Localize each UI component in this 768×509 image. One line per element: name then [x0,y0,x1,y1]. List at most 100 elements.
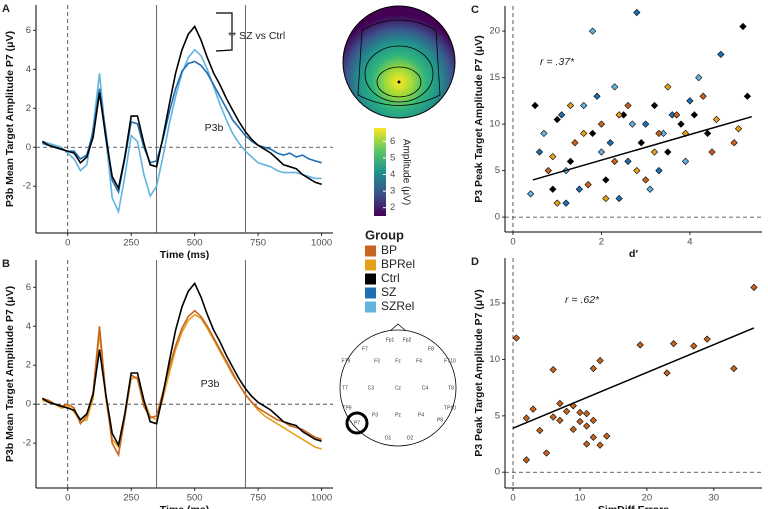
y-tick-label: 6 [26,282,31,293]
colorbar-title: Amplitude (μV) [400,139,411,205]
point [535,148,544,156]
erp-line [42,313,322,450]
point [615,194,623,203]
electrode-label: P7 [354,420,360,426]
point [527,190,535,198]
fit-line [512,327,755,429]
electrode-label: C3 [368,385,375,391]
legend-swatch [365,273,376,285]
point [566,157,575,165]
point [750,283,758,291]
x-tick-label: 1000 [311,493,332,504]
point [588,27,597,35]
y-tick-label: 5 [495,165,500,176]
point [695,73,703,82]
point [637,139,645,147]
legend-label: SZRel [381,299,414,313]
point [611,83,619,91]
point [628,120,637,128]
y-tick-label: 0 [26,142,31,153]
point [642,176,650,184]
y-tick-label: 0 [26,399,31,410]
point [739,22,747,31]
electrode-label: T8 [448,385,454,391]
point [602,176,610,184]
point [743,92,752,100]
x-tick-label: 0 [510,493,515,504]
point [681,157,690,165]
x-tick-label: 20 [642,493,653,504]
significance-bracket [215,12,233,52]
point [642,120,650,128]
point [712,115,721,124]
point [655,166,663,175]
point [708,148,716,156]
point [529,405,537,413]
point [549,365,557,374]
electrode-label: FT9 [342,358,351,364]
point [690,342,698,350]
point [650,148,659,156]
annotation: P3b [201,378,220,390]
point [730,139,738,147]
point [540,129,548,138]
point [562,407,571,415]
point [575,185,583,193]
point [677,120,685,128]
electrode-label: Fz [395,358,401,364]
point [615,111,623,119]
point [624,101,632,110]
y-tick-label: 15 [489,298,500,309]
electrode-label: P4 [418,412,424,418]
x-tick-label: 750 [250,493,266,504]
point [603,432,611,440]
electrode-label: TP10 [444,405,456,411]
point [596,441,604,449]
x-axis-label: d′ [629,248,638,260]
x-tick-label: 0 [65,493,70,504]
highlight-electrode [345,411,369,435]
point [670,340,678,348]
x-axis-label: Time (ms) [160,249,209,261]
point [593,92,601,100]
point [589,433,597,441]
erp-line [42,60,322,195]
x-tick-label: 4 [687,237,692,248]
annotation: P3b [205,122,224,134]
electrode-label: Fp2 [403,337,412,343]
legend-swatch [365,245,376,257]
erp-line [41,281,322,448]
point [717,50,725,58]
point [542,449,551,457]
electrode-label: TP9 [342,405,351,411]
electrode-label: Fp1 [386,337,395,343]
legend-title: Group [365,227,404,242]
colorbar-tick-label: 6 [390,136,395,147]
electrode-label: O2 [407,435,414,441]
erp-line [41,24,322,191]
point [544,166,552,175]
point [531,101,539,110]
y-tick-label: 0 [495,467,500,478]
point [611,157,619,165]
point [673,111,681,119]
point [589,364,597,373]
y-tick-label: -2 [23,181,31,192]
x-tick-label: 1000 [311,238,332,249]
panel-label: B [2,258,10,270]
legend-label: BP [381,243,397,257]
colorbar [374,128,386,216]
point [549,185,557,193]
x-tick-label: 750 [250,238,266,249]
point [730,364,738,373]
point [512,334,521,342]
x-tick-label: 250 [123,493,139,504]
point [596,356,604,365]
y-tick-label: 6 [26,25,31,36]
point [553,199,561,207]
point [549,413,557,421]
point [664,83,672,91]
point [664,148,672,156]
y-tick-label: 2 [26,360,31,371]
